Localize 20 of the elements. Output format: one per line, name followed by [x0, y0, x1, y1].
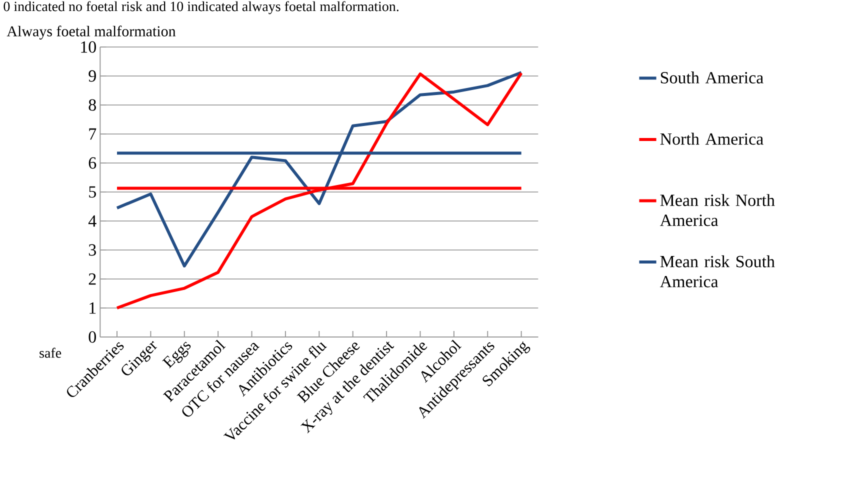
y-tick-label: 3: [88, 244, 96, 256]
legend-label: Mean risk South America: [660, 255, 775, 288]
y-tick-label: 8: [88, 99, 96, 111]
y-tick-label: 5: [89, 186, 96, 198]
line-series: [116, 72, 523, 310]
y-axis-title: Always foetal malformation: [6, 26, 176, 40]
y-tick-label: 10: [81, 41, 96, 53]
legend-label: South America: [660, 72, 764, 84]
y-tick-label: 2: [88, 273, 96, 285]
y-tick-label: 6: [88, 157, 96, 169]
legend-label: Mean risk North America: [660, 194, 775, 226]
text: safe: [40, 348, 62, 358]
line-series: [116, 71, 523, 268]
text: 0 indicated no foetal risk and 10 indicated always foetal malformation.: [4, 1, 398, 14]
y-tick-label: 4: [88, 215, 96, 227]
y-tick-label: 7: [89, 128, 96, 140]
y-tick-label: 0: [88, 331, 96, 343]
y-tick-label: 9: [88, 70, 96, 82]
y-tick-label: 1: [90, 302, 96, 314]
legend-label: North America: [660, 132, 764, 145]
